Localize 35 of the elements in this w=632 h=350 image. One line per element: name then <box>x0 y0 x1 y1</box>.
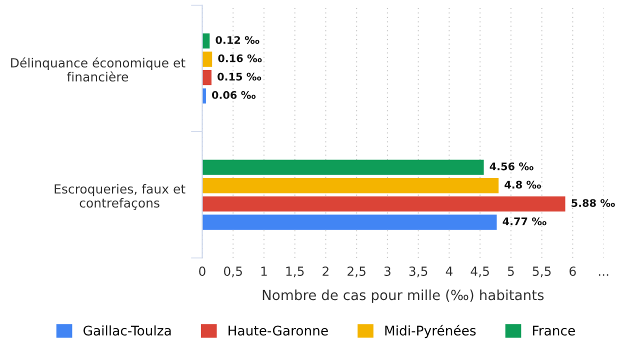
bar <box>202 160 484 175</box>
bar <box>202 196 566 212</box>
x-tick-label: 4,5 <box>470 266 489 278</box>
y-tick-label: Escroqueries, faux et contrefaçons <box>54 184 186 210</box>
legend-label: Gaillac-Toulza <box>84 325 171 336</box>
x-tick-label: 6 <box>570 266 576 276</box>
data-label: 4.56 ‰ <box>490 162 534 170</box>
x-tick-label: 4 <box>446 266 452 276</box>
x-tick-label: 5 <box>508 266 514 276</box>
bar <box>202 52 212 67</box>
data-label: 0.06 ‰ <box>212 91 256 99</box>
bar <box>202 70 212 86</box>
x-tick-label: 0 <box>199 266 206 276</box>
data-label: 0.15 ‰ <box>218 72 262 81</box>
x-tick-label: 1 <box>261 266 267 276</box>
x-tick-label: 3 <box>384 266 390 276</box>
legend-label: France <box>533 326 575 336</box>
legend-label: Midi-Pyrénées <box>385 324 476 338</box>
y-tick-label: Délinquance économique et financière <box>11 57 186 82</box>
x-tick-label: 2,5 <box>348 266 366 278</box>
bar <box>202 214 497 230</box>
x-tick-label: 0,5 <box>224 266 242 278</box>
bar <box>202 178 499 194</box>
x-tick-label: 2 <box>322 266 328 276</box>
data-label: 4.77 ‰ <box>502 217 546 226</box>
legend-label: Haute-Garonne <box>228 326 328 336</box>
data-label: 0.16 ‰ <box>218 54 262 62</box>
x-tick-label: 1,5 <box>286 266 304 278</box>
x-tick-label: 5,5 <box>532 266 551 278</box>
data-label: 4.8 ‰ <box>504 180 541 189</box>
x-axis-title: Nombre de cas pour mille (‰) habitants <box>262 289 544 303</box>
data-label: 5.88 ‰ <box>572 199 615 207</box>
data-label: 0.12 ‰ <box>216 36 260 44</box>
x-tick-label: 3,5 <box>409 266 428 278</box>
x-tick-label: ... <box>598 274 608 276</box>
